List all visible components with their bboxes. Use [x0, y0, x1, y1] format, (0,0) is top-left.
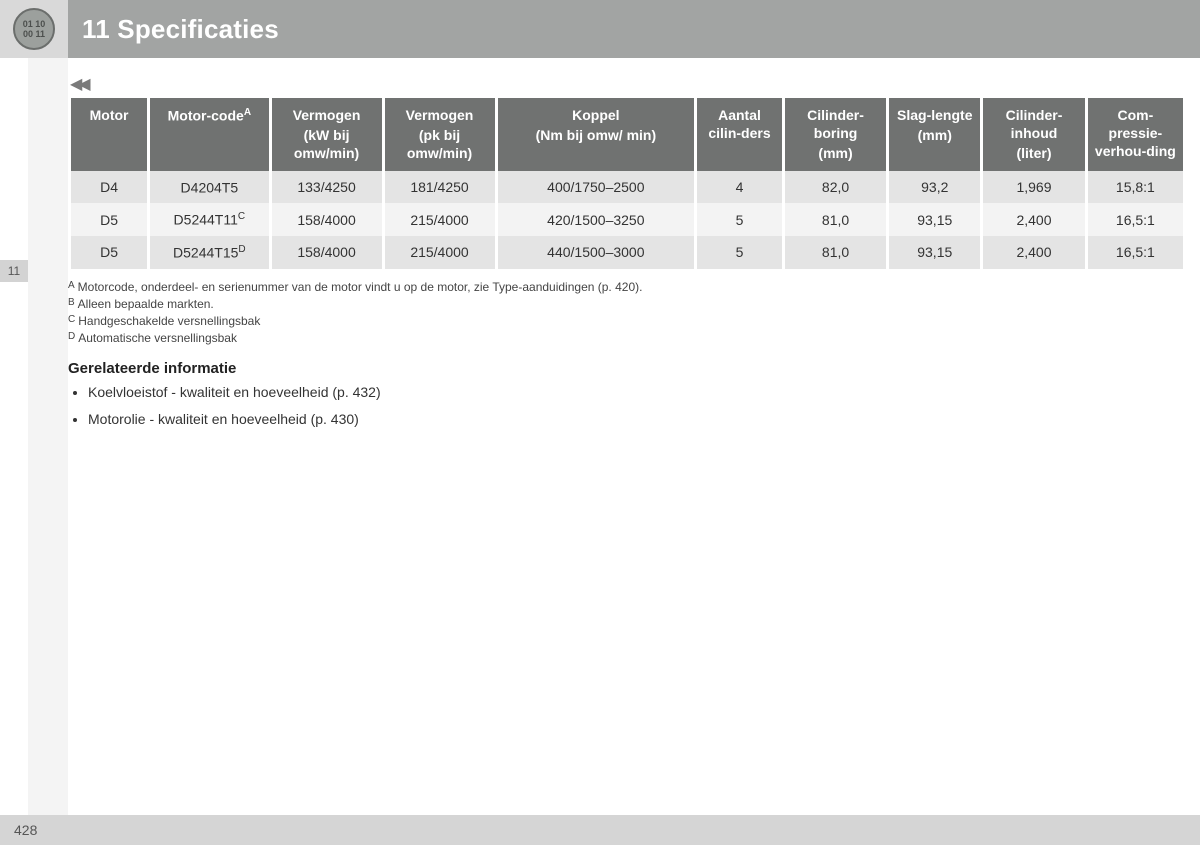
footnote: BAlleen bepaalde markten. [68, 296, 1186, 312]
icon-line-top: 01 10 [23, 19, 46, 29]
table-row: D4 D4204T5 133/4250 181/4250 400/1750–25… [71, 171, 1183, 204]
footer-bar: 428 [0, 815, 1200, 845]
table-body: D4 D4204T5 133/4250 181/4250 400/1750–25… [71, 171, 1183, 269]
side-column [28, 58, 68, 818]
th-compressie: Com-pressie-verhou-ding [1088, 98, 1183, 171]
cell-disp: 2,400 [983, 203, 1085, 236]
section-number-icon: 01 10 00 11 [13, 8, 55, 50]
cell-koppel: 440/1500–3000 [498, 236, 695, 269]
header-icon-wrap: 01 10 00 11 [0, 0, 68, 58]
table-row: D5 D5244T11C 158/4000 215/4000 420/1500–… [71, 203, 1183, 236]
footnote: AMotorcode, onderdeel- en serienummer va… [68, 279, 1186, 295]
specifications-table: Motor Motor-codeA Vermogen(kW bij omw/mi… [68, 98, 1186, 269]
cell-motor: D4 [71, 171, 147, 204]
cell-stroke: 93,2 [889, 171, 980, 204]
cell-pk: 215/4000 [385, 236, 495, 269]
cell-motor: D5 [71, 236, 147, 269]
cell-stroke: 93,15 [889, 236, 980, 269]
th-motor: Motor [71, 98, 147, 171]
related-link[interactable]: Motorolie - kwaliteit en hoeveelheid (p.… [88, 410, 398, 429]
footnotes: AMotorcode, onderdeel- en serienummer va… [68, 279, 1186, 347]
cell-koppel: 420/1500–3250 [498, 203, 695, 236]
cell-motor: D5 [71, 203, 147, 236]
cell-bore: 81,0 [785, 203, 887, 236]
related-info: Gerelateerde informatie Koelvloeistof - … [68, 360, 398, 429]
cell-code: D4204T5 [150, 171, 268, 204]
cell-cyl: 5 [697, 236, 782, 269]
cell-stroke: 93,15 [889, 203, 980, 236]
th-cilinders: Aantal cilin-ders [697, 98, 782, 171]
cell-pk: 181/4250 [385, 171, 495, 204]
page-number: 428 [14, 822, 37, 838]
cell-koppel: 400/1750–2500 [498, 171, 695, 204]
th-inhoud: Cilinder-inhoud(liter) [983, 98, 1085, 171]
cell-comp: 16,5:1 [1088, 203, 1183, 236]
footnote: CHandgeschakelde versnellingsbak [68, 313, 1186, 329]
cell-kw: 133/4250 [272, 171, 382, 204]
cell-pk: 215/4000 [385, 203, 495, 236]
cell-disp: 1,969 [983, 171, 1085, 204]
cell-bore: 81,0 [785, 236, 887, 269]
th-vermogen-pk: Vermogen(pk bij omw/min) [385, 98, 495, 171]
page-title: 11 Specificaties [82, 14, 279, 45]
back-nav-icon[interactable]: ◀◀ [70, 74, 1186, 94]
icon-line-bottom: 00 11 [23, 29, 45, 39]
cell-bore: 82,0 [785, 171, 887, 204]
table-header: Motor Motor-codeA Vermogen(kW bij omw/mi… [71, 98, 1183, 171]
cell-kw: 158/4000 [272, 236, 382, 269]
th-vermogen-kw: Vermogen(kW bij omw/min) [272, 98, 382, 171]
header-bar: 01 10 00 11 11 Specificaties [0, 0, 1200, 58]
cell-comp: 16,5:1 [1088, 236, 1183, 269]
th-motorcode: Motor-codeA [150, 98, 268, 171]
cell-code: D5244T11C [150, 203, 268, 236]
related-list: Koelvloeistof - kwaliteit en hoeveelheid… [88, 383, 398, 429]
related-heading: Gerelateerde informatie [68, 360, 398, 377]
related-link[interactable]: Koelvloeistof - kwaliteit en hoeveelheid… [88, 383, 398, 402]
left-tab-wrap: 11 [0, 260, 28, 282]
cell-cyl: 4 [697, 171, 782, 204]
cell-disp: 2,400 [983, 236, 1085, 269]
footnote: DAutomatische versnellingsbak [68, 330, 1186, 346]
content-area: ◀◀ Motor Motor-codeA Vermogen(kW bij omw… [68, 74, 1186, 437]
th-boring: Cilinder-boring(mm) [785, 98, 887, 171]
section-tab: 11 [0, 260, 28, 282]
cell-kw: 158/4000 [272, 203, 382, 236]
cell-cyl: 5 [697, 203, 782, 236]
table-row: D5 D5244T15D 158/4000 215/4000 440/1500–… [71, 236, 1183, 269]
th-slaglengte: Slag-lengte(mm) [889, 98, 980, 171]
cell-code: D5244T15D [150, 236, 268, 269]
th-koppel: Koppel(Nm bij omw/ min) [498, 98, 695, 171]
cell-comp: 15,8:1 [1088, 171, 1183, 204]
